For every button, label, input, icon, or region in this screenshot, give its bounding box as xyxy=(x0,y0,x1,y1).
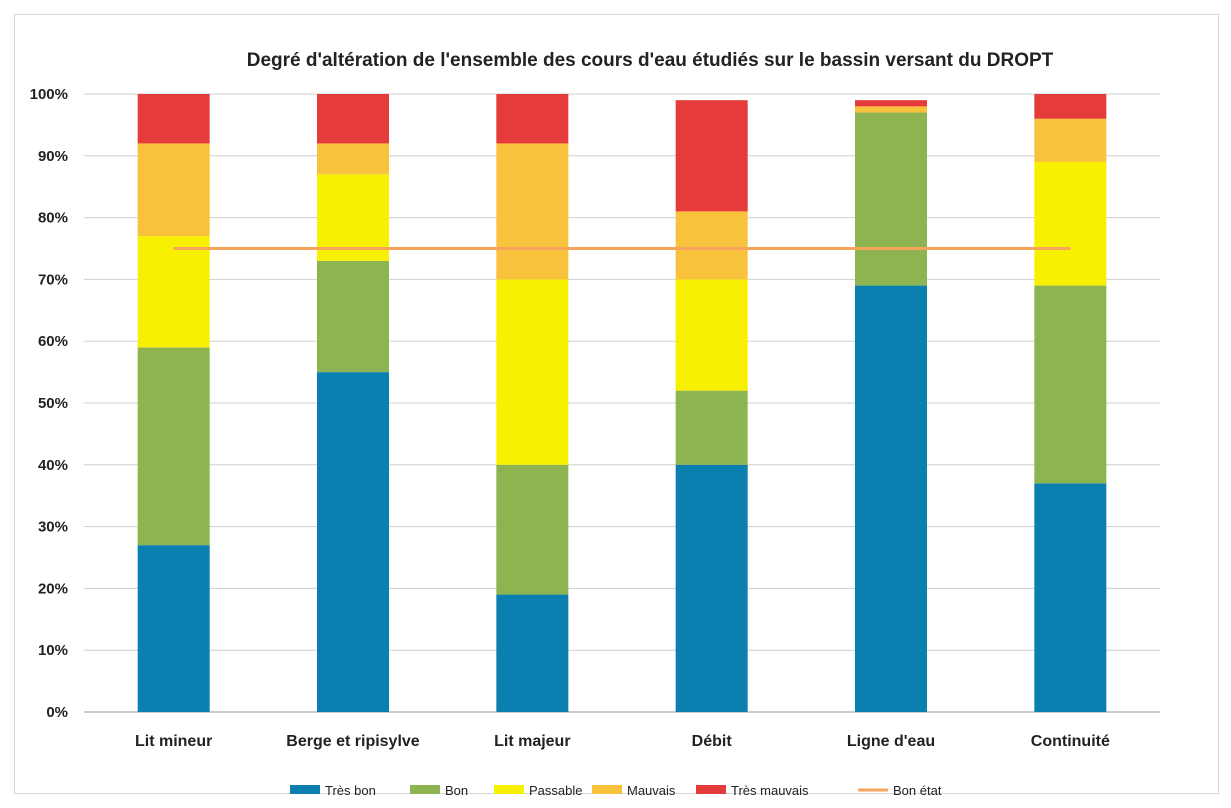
bar-segment xyxy=(675,464,748,712)
legend-swatch xyxy=(290,785,320,794)
bar-segment xyxy=(496,143,569,280)
bar-segment xyxy=(855,100,927,107)
bar-segment xyxy=(317,174,389,261)
y-tick-label: 80% xyxy=(38,210,68,227)
legend-swatch xyxy=(696,785,726,794)
legend-label: Bon xyxy=(445,783,468,798)
bar-segment xyxy=(137,347,210,546)
bar-segment xyxy=(317,260,389,373)
bars xyxy=(137,94,1107,712)
bar-segment xyxy=(1034,285,1107,484)
legend-swatch xyxy=(494,785,524,794)
x-axis-ticks: Lit mineur Berge et ripisylve Lit majeur Dé… xyxy=(135,733,1110,750)
x-tick-label: Berge et ripisylve xyxy=(286,733,420,750)
grid-lines xyxy=(84,93,1160,713)
y-tick-label: 90% xyxy=(38,148,68,165)
bar-segment xyxy=(675,100,748,212)
bar-segment xyxy=(137,143,210,237)
x-tick-label: Continuité xyxy=(1031,733,1110,750)
chart-title: Degré d'altération de l'ensemble des cou… xyxy=(247,50,1054,71)
bar-segment xyxy=(496,94,569,144)
legend-swatch xyxy=(592,785,622,794)
y-tick-label: 20% xyxy=(38,580,68,597)
bar-segment xyxy=(675,390,748,465)
legend-label: Très mauvais xyxy=(731,783,809,798)
y-axis-ticks: 0% 10% 20% 30% 40% 50% 60% 70% 80% 90% 100% xyxy=(30,86,68,721)
bar-segment xyxy=(855,112,927,286)
bar-segment xyxy=(496,594,569,712)
bar-segment xyxy=(855,285,927,712)
y-tick-label: 50% xyxy=(38,395,68,412)
x-tick-label: Lit mineur xyxy=(135,733,212,750)
y-tick-label: 30% xyxy=(38,519,68,536)
bar-segment xyxy=(1034,94,1107,119)
legend-label: Passable xyxy=(529,783,582,798)
y-tick-label: 70% xyxy=(38,271,68,288)
bar-segment xyxy=(855,106,927,113)
legend-label: Bon état xyxy=(893,783,942,798)
x-tick-label: Lit majeur xyxy=(494,733,570,750)
bar-segment xyxy=(137,236,210,348)
legend-label: Mauvais xyxy=(627,783,676,798)
bar-segment xyxy=(1034,483,1107,712)
bar-segment xyxy=(137,94,210,144)
y-tick-label: 60% xyxy=(38,333,68,350)
bar-segment xyxy=(496,279,569,465)
y-tick-label: 0% xyxy=(46,704,68,721)
y-tick-label: 40% xyxy=(38,457,68,474)
bar-segment xyxy=(496,464,569,595)
x-tick-label: Débit xyxy=(692,733,733,750)
y-tick-label: 100% xyxy=(30,86,68,103)
bar-segment xyxy=(317,94,389,144)
bar-segment xyxy=(1034,118,1107,162)
y-tick-label: 10% xyxy=(38,642,68,659)
bar-segment xyxy=(675,211,748,280)
bar-segment xyxy=(317,372,389,712)
bar-segment xyxy=(317,143,389,175)
legend: Très bon Bon Passable Mauvais Très mauvais Bo… xyxy=(290,783,942,798)
legend-swatch xyxy=(410,785,440,794)
x-tick-label: Ligne d'eau xyxy=(847,733,935,750)
chart-frame xyxy=(14,14,1219,794)
bar-segment xyxy=(675,279,748,391)
legend-label: Très bon xyxy=(325,783,376,798)
bar-segment xyxy=(1034,161,1107,286)
bar-segment xyxy=(137,545,210,712)
